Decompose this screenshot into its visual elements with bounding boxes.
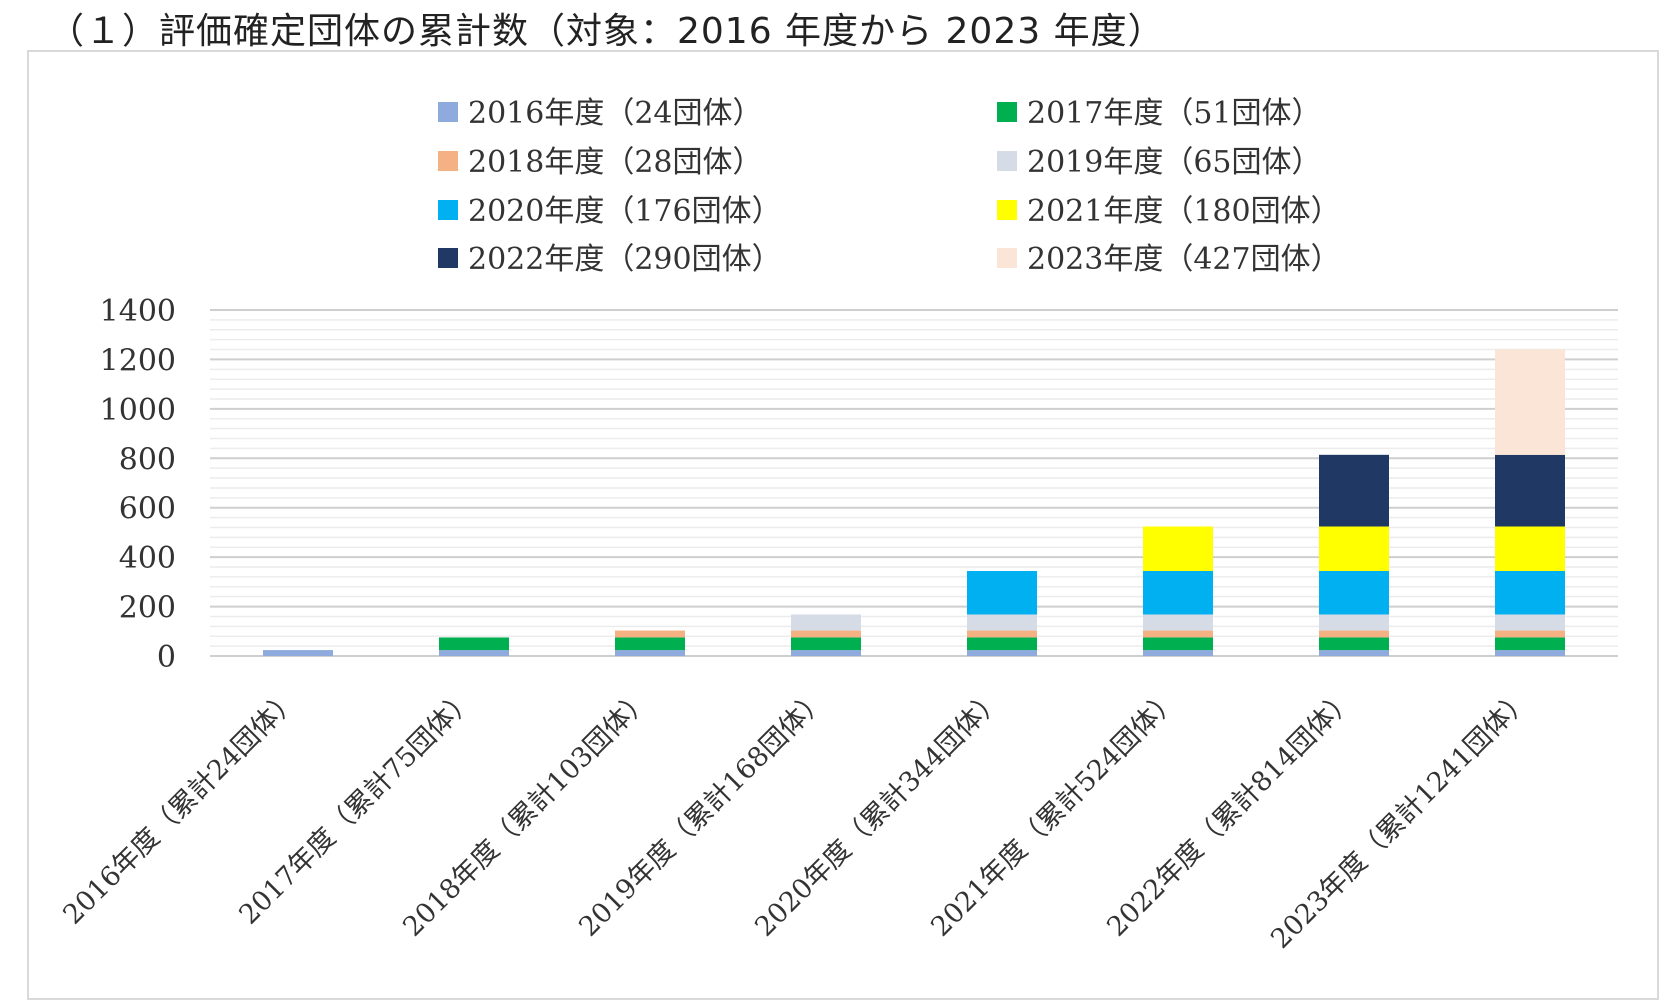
bar-segment [791,650,861,656]
bar-segment [1495,526,1565,571]
bar-stacks [263,349,1565,656]
bar-segment [1143,526,1213,571]
y-tick-label: 800 [119,442,176,477]
bar-segment [263,650,333,656]
legend-label: 2019年度（65団体） [1027,145,1322,180]
page-title: （１）評価確定団体の累計数（対象：2016 年度から 2023 年度） [48,11,1165,52]
legend-swatch [997,200,1017,220]
legend-swatch [438,248,458,268]
bar-segment [1143,650,1213,656]
bar-segment [439,650,509,656]
bar-segment [1143,630,1213,638]
bar-segment [1319,454,1389,527]
bar-segment [1319,637,1389,651]
bar-segment [1495,650,1565,656]
legend-label: 2020年度（176団体） [468,194,782,229]
bar-segment [615,637,685,651]
bar-segment [615,650,685,656]
bar-segment [967,637,1037,651]
legend-label: 2017年度（51団体） [1027,96,1322,131]
bar-segment [791,614,861,631]
y-tick-label: 400 [119,541,176,576]
legend-swatch [438,200,458,220]
x-axis-categories: 2016年度（累計24団体）2017年度（累計75団体）2018年度（累計103… [57,683,1537,955]
bar-segment [791,637,861,651]
legend-label: 2018年度（28団体） [468,145,763,180]
y-tick-label: 1200 [100,343,176,378]
bar-segment [1143,614,1213,631]
bar-segment [1319,526,1389,571]
bar-segment [1319,630,1389,638]
bar-segment [1319,650,1389,656]
legend-label: 2023年度（427団体） [1027,242,1341,277]
y-tick-label: 600 [119,492,176,527]
bar-segment [1495,570,1565,615]
bar-segment [1495,454,1565,527]
bar-segment [967,650,1037,656]
legend-swatch [997,151,1017,171]
legend-swatch [997,102,1017,122]
y-axis-ticks: 0 200 400 600 800 1000 1200 1400 [100,294,176,675]
bar-segment [967,630,1037,638]
legend-swatch [438,102,458,122]
bar-segment [1495,614,1565,631]
legend-label: 2022年度（290団体） [468,242,782,277]
legend-swatch [997,248,1017,268]
bar-segment [791,630,861,638]
legend-swatch [438,151,458,171]
bar-segment [1319,570,1389,615]
y-tick-label: 200 [119,591,176,626]
bar-segment [1495,349,1565,455]
legend-label: 2016年度（24団体） [468,96,763,131]
y-tick-label: 1000 [100,393,176,428]
bar-segment [615,630,685,638]
gridlines [210,309,1618,657]
bar-segment [1143,570,1213,615]
bar-segment [967,570,1037,615]
y-tick-label: 1400 [100,294,176,329]
bar-segment [967,614,1037,631]
bar-segment [1143,637,1213,651]
legend-label: 2021年度（180団体） [1027,194,1341,229]
bar-segment [1319,614,1389,631]
bar-segment [1495,630,1565,638]
bar-segment [1495,637,1565,651]
bar-segment [439,637,509,651]
legend: 2016年度（24団体） 2017年度（51団体） 2018年度（28団体） 2019… [438,96,1341,277]
y-tick-label: 0 [157,640,176,675]
